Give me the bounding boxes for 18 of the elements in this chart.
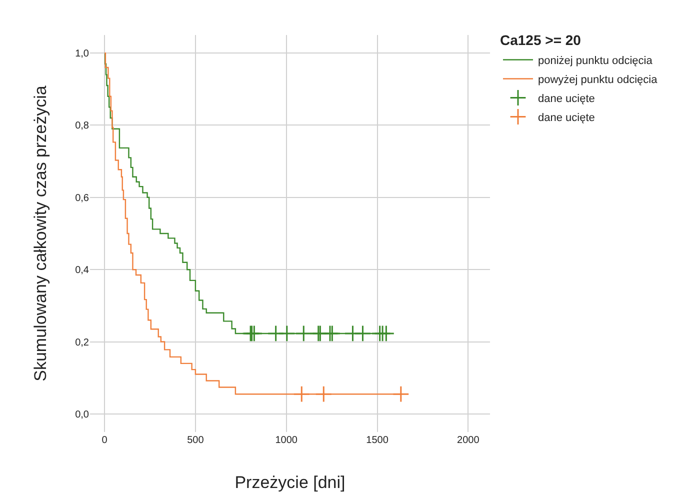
legend-label: powyżej punktu odcięcia [538,74,658,86]
legend-label: dane ucięte [538,112,595,124]
x-tick-label: 1000 [275,435,298,446]
x-tick-label: 500 [187,435,204,446]
y-tick-label: 1,0 [75,48,90,60]
y-tick-label: 0,6 [75,192,90,204]
y-axis-title: Skumulowany całkowity czas przeżycia [31,85,50,382]
y-tick-label: 0,4 [75,265,90,276]
x-tick-label: 0 [102,435,108,446]
legend-label: dane ucięte [538,93,595,106]
x-tick-label: 2000 [457,435,480,446]
y-tick-label: 0,0 [75,409,90,420]
legend-label: poniżej punktu odcięcia [538,55,654,68]
x-axis-title: Przeżycie [dni] [234,473,346,492]
x-tick-label: 1500 [366,435,389,446]
legend-title: Ca125 >= 20 [500,32,582,48]
y-tick-label: 0,2 [75,337,90,348]
y-tick-label: 0,8 [75,120,90,132]
